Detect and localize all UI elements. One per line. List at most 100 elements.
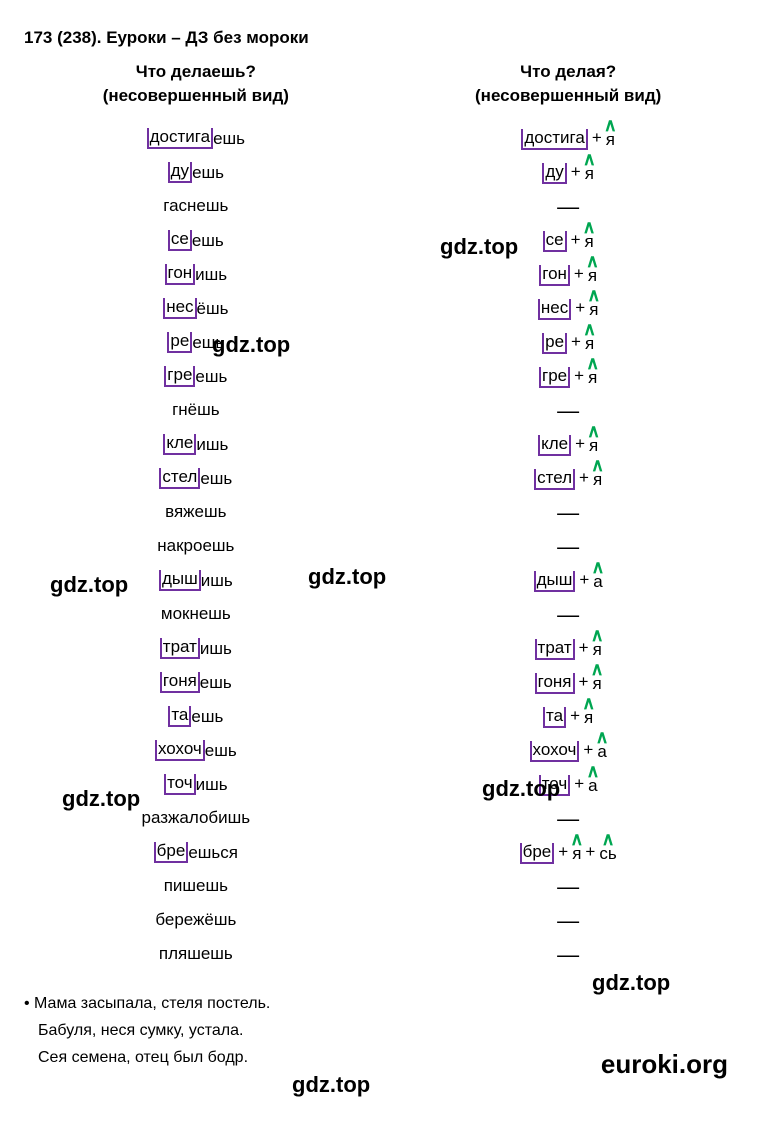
plain-word: бережёшь [155,911,236,930]
right-word-row: — [520,938,617,972]
left-word: дуешь [168,162,224,183]
plus-sign: + [571,332,581,354]
suffix-block: ∧я [606,130,615,150]
right-word: достига+∧я [521,128,615,150]
dash: — [557,942,579,968]
left-word-row: мокнешь [142,598,251,632]
ending: ишь [200,640,232,659]
left-word: пишешь [164,877,228,896]
root-morpheme: стел [159,468,200,489]
plus-sign: + [570,706,580,728]
left-word-row: пляшешь [142,938,251,972]
suffix-block: ∧я [585,164,594,184]
right-word-row: се+∧я [520,224,617,258]
root-morpheme: гон [165,264,196,285]
left-word-row: точишь [142,768,251,802]
left-word: мокнешь [161,605,231,624]
root-morpheme: та [168,706,191,727]
suffix: а [588,777,597,796]
left-word: достигаешь [147,128,245,149]
plain-word: гнёшь [172,401,220,420]
postfix: сь [599,845,616,864]
left-word: клеишь [163,434,228,455]
left-word-row: таешь [142,700,251,734]
right-word-row: — [520,870,617,904]
root-morpheme: ду [168,162,192,183]
right-word-row: достига+∧я [520,122,617,156]
right-word: нес+∧я [538,298,599,320]
plus-sign: + [592,128,602,150]
left-word: разжалобишь [142,809,251,828]
left-word-row: сеешь [142,224,251,258]
right-word-row: бре+∧я+∧сь [520,836,617,870]
suffix: а [593,573,602,592]
left-word-row: накроешь [142,530,251,564]
right-word-row: — [520,496,617,530]
suffix-block: ∧а [588,776,597,796]
plus-sign: + [583,740,593,762]
dash: — [557,398,579,424]
right-header-q: Что делая? [475,60,661,84]
plus-sign: + [579,570,589,592]
left-word: хохочешь [155,740,237,761]
plain-word: гаснешь [163,197,228,216]
left-word: реешь [167,332,224,353]
right-header-sub: (несовершенный вид) [475,84,661,108]
root-morpheme: трат [535,639,575,660]
root-morpheme: стел [534,469,575,490]
right-word-row: гон+∧я [520,258,617,292]
ending: ешь [192,164,224,183]
plain-word: накроешь [157,537,234,556]
ending: ешь [200,470,232,489]
left-word-row: бережёшь [142,904,251,938]
dash: — [557,602,579,628]
suffix: я [585,165,594,184]
root-morpheme: кле [538,435,571,456]
suffix: а [597,743,606,762]
left-column: Что делаешь? (несовершенный вид) достига… [24,60,368,972]
ending: ешь [205,742,237,761]
exercise-title: 173 (238). Еуроки – ДЗ без мороки [24,28,740,48]
root-morpheme: бре [520,843,555,864]
suffix: я [572,845,581,864]
left-word-row: пишешь [142,870,251,904]
root-morpheme: гре [539,367,570,388]
ending: ишь [195,266,227,285]
suffix: я [593,471,602,490]
left-word: стелешь [159,468,232,489]
plus-sign: + [571,162,581,184]
right-word: гоня+∧я [535,672,602,694]
right-word: бре+∧я+∧сь [520,842,617,864]
left-word-row: гнёшь [142,394,251,428]
plain-word: мокнешь [161,605,231,624]
right-word: хохоч+∧а [530,740,607,762]
plus-sign: + [579,672,589,694]
ending: ешь [200,674,232,693]
suffix: я [589,437,598,456]
left-word: несёшь [163,298,228,319]
left-word-row: греешь [142,360,251,394]
right-word: кле+∧я [538,434,598,456]
left-word-row: гонишь [142,258,251,292]
suffix: я [585,233,594,252]
left-word-row: несёшь [142,292,251,326]
left-body: достигаешьдуешьгаснешьсеешьгонишьнесёшьр… [142,122,251,972]
left-word: накроешь [157,537,234,556]
dash: — [557,194,579,220]
root-morpheme: точ [164,774,196,795]
dash: — [557,874,579,900]
left-word-row: гоняешь [142,666,251,700]
left-word-row: разжалобишь [142,802,251,836]
ending: ишь [196,776,228,795]
right-word: ду+∧я [542,162,594,184]
root-morpheme: хохоч [155,740,205,761]
right-word-row: ду+∧я [520,156,617,190]
left-header-q: Что делаешь? [103,60,289,84]
left-word: точишь [164,774,228,795]
right-word-row: — [520,904,617,938]
right-word: точ+∧а [539,774,598,796]
right-word: стел+∧я [534,468,602,490]
right-word-row: хохоч+∧а [520,734,617,768]
footer-line: • Мама засыпала, стеля постель. [24,990,740,1017]
suffix-block: ∧я [592,674,601,694]
